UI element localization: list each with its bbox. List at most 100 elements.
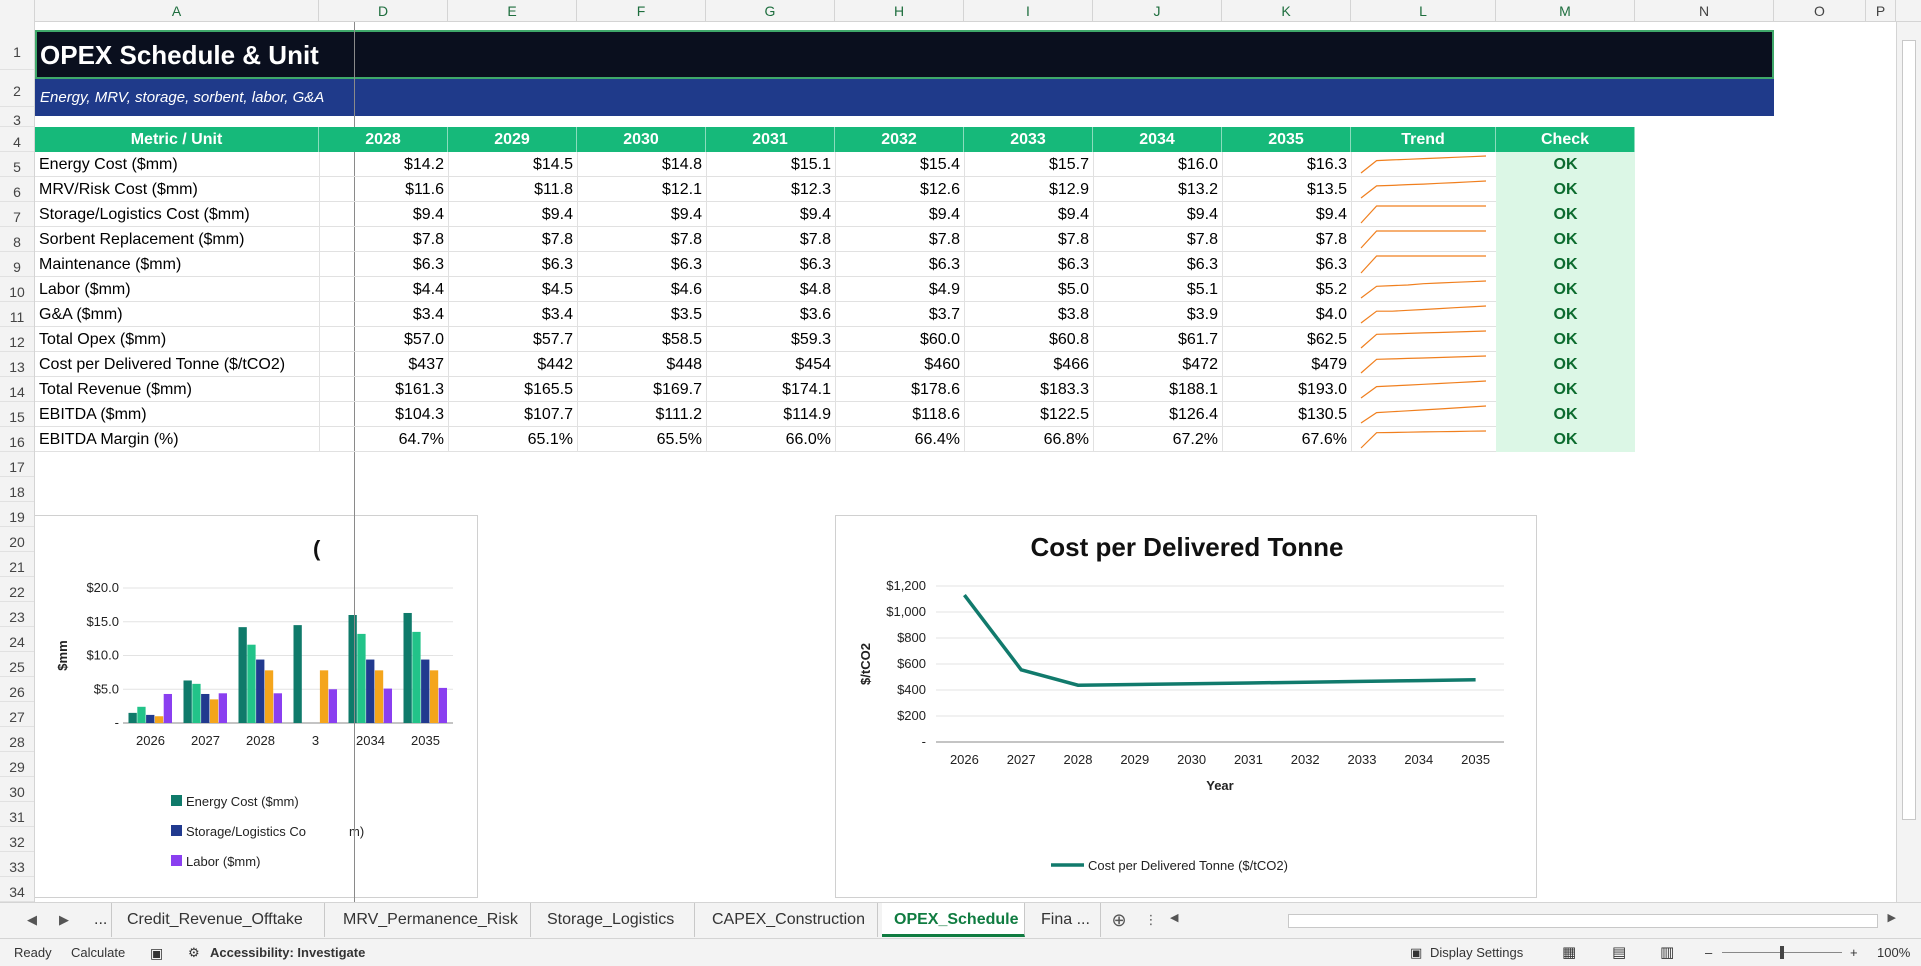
status-calculate[interactable]: Calculate xyxy=(71,945,126,960)
table-header-2031[interactable]: 2031 xyxy=(706,127,835,152)
row-header-31[interactable]: 31 xyxy=(0,802,34,827)
table-cell[interactable]: $107.7 xyxy=(524,405,573,423)
table-cell[interactable]: $6.3 xyxy=(670,255,702,273)
bar-chart-bar[interactable] xyxy=(238,627,247,723)
table-cell[interactable]: $9.4 xyxy=(1186,205,1218,223)
bar-chart-bar[interactable] xyxy=(163,693,172,723)
table-cell[interactable]: $6.3 xyxy=(799,255,831,273)
scroll-right-arrow-icon[interactable]: ▶ xyxy=(1887,912,1896,924)
table-cell[interactable]: $114.9 xyxy=(783,405,831,423)
table-cell[interactable]: $3.4 xyxy=(412,305,444,323)
bar-chart-bar[interactable] xyxy=(421,659,430,723)
bar-chart-bar[interactable] xyxy=(328,689,337,723)
table-cell[interactable]: $15.4 xyxy=(919,155,960,173)
column-header-p[interactable]: P xyxy=(1866,0,1896,22)
table-cell[interactable]: 67.6% xyxy=(1301,430,1347,448)
check-cell[interactable]: OK xyxy=(1496,227,1635,252)
table-header-2028[interactable]: 2028 xyxy=(319,127,448,152)
table-cell[interactable]: 67.2% xyxy=(1172,430,1218,448)
table-cell[interactable]: $61.7 xyxy=(1177,330,1218,348)
check-cell[interactable]: OK xyxy=(1496,252,1635,277)
bar-chart-bar[interactable] xyxy=(218,693,227,723)
row-label[interactable]: Cost per Delivered Tonne ($/tCO2) xyxy=(39,355,286,373)
table-cell[interactable]: $3.7 xyxy=(928,305,960,323)
row-header-21[interactable]: 21 xyxy=(0,552,34,577)
table-cell[interactable]: 64.7% xyxy=(398,430,444,448)
tab-credit-revenue-offtake[interactable]: Credit_Revenue_Offtake xyxy=(115,903,325,937)
horizontal-scrollbar[interactable]: ◀ ▶ xyxy=(1170,911,1896,931)
page-layout-icon[interactable]: ▤ xyxy=(1612,944,1627,961)
scroll-left-arrow-icon[interactable]: ◀ xyxy=(1170,912,1179,924)
row-label[interactable]: EBITDA ($mm) xyxy=(39,405,147,423)
table-cell[interactable]: $9.4 xyxy=(928,205,960,223)
row-header-1[interactable]: 1 xyxy=(0,22,34,70)
bar-chart-bar[interactable] xyxy=(183,680,192,723)
table-cell[interactable]: $454 xyxy=(795,355,831,373)
vertical-scrollbar[interactable] xyxy=(1896,22,1921,902)
table-cell[interactable]: $58.5 xyxy=(661,330,702,348)
table-cell[interactable]: $7.8 xyxy=(1186,230,1218,248)
table-cell[interactable]: $122.5 xyxy=(1040,405,1089,423)
zoom-level[interactable]: 100% xyxy=(1877,945,1911,960)
row-label[interactable]: Storage/Logistics Cost ($mm) xyxy=(39,205,250,223)
table-cell[interactable]: $12.1 xyxy=(661,180,702,198)
table-cell[interactable]: $9.4 xyxy=(541,205,573,223)
bar-chart-bar[interactable] xyxy=(403,612,412,723)
table-cell[interactable]: $183.3 xyxy=(1040,380,1089,398)
row-label[interactable]: Total Opex ($mm) xyxy=(39,330,167,348)
tab-capex-construction[interactable]: CAPEX_Construction xyxy=(700,903,878,937)
bar-chart-bar[interactable] xyxy=(348,615,357,723)
worksheet-grid[interactable]: OPEX Schedule & Unit Energy, MRV, storag… xyxy=(35,22,1896,902)
column-header-n[interactable]: N xyxy=(1635,0,1774,22)
table-header-check[interactable]: Check xyxy=(1496,127,1635,152)
row-label[interactable]: Maintenance ($mm) xyxy=(39,255,182,273)
table-cell[interactable]: $6.3 xyxy=(412,255,444,273)
row-header-33[interactable]: 33 xyxy=(0,852,34,877)
table-cell[interactable]: $15.1 xyxy=(790,155,831,173)
table-cell[interactable]: $62.5 xyxy=(1306,330,1347,348)
tab-overflow[interactable]: ... xyxy=(82,903,112,937)
column-header-j[interactable]: J xyxy=(1093,0,1222,22)
row-header-25[interactable]: 25 xyxy=(0,652,34,677)
table-cell[interactable]: $178.6 xyxy=(911,380,960,398)
table-cell[interactable]: $4.9 xyxy=(928,280,960,298)
row-label[interactable]: MRV/Risk Cost ($mm) xyxy=(39,180,198,198)
bar-chart-bar[interactable] xyxy=(128,712,137,723)
tab-opex-schedule[interactable]: OPEX_Schedule xyxy=(882,903,1025,937)
check-cell[interactable]: OK xyxy=(1496,152,1635,177)
normal-view-icon[interactable]: ▦ xyxy=(1562,944,1577,961)
row-header-13[interactable]: 13 xyxy=(0,352,34,377)
sheet-subtitle[interactable]: Energy, MRV, storage, sorbent, labor, G&… xyxy=(40,89,324,106)
table-cell[interactable]: 66.0% xyxy=(785,430,831,448)
row-header-17[interactable]: 17 xyxy=(0,452,34,477)
table-cell[interactable]: $11.8 xyxy=(534,180,573,198)
vertical-scroll-thumb[interactable] xyxy=(1902,40,1916,820)
row-header-7[interactable]: 7 xyxy=(0,202,34,227)
tab-fina-[interactable]: Fina ... xyxy=(1029,903,1101,937)
bar-chart-bar[interactable] xyxy=(247,644,256,723)
row-header-24[interactable]: 24 xyxy=(0,627,34,652)
table-cell[interactable]: $4.6 xyxy=(670,280,702,298)
column-header-i[interactable]: I xyxy=(964,0,1093,22)
table-cell[interactable]: $12.6 xyxy=(919,180,960,198)
check-cell[interactable]: OK xyxy=(1496,427,1635,452)
table-cell[interactable]: $448 xyxy=(666,355,702,373)
table-cell[interactable]: $3.6 xyxy=(799,305,831,323)
column-header-l[interactable]: L xyxy=(1351,0,1496,22)
table-cell[interactable]: 66.4% xyxy=(914,430,960,448)
table-cell[interactable]: $7.8 xyxy=(1315,230,1347,248)
table-cell[interactable]: $9.4 xyxy=(670,205,702,223)
bar-chart-bar[interactable] xyxy=(264,670,274,723)
bar-chart-bar[interactable] xyxy=(319,670,329,723)
bar-chart-bar[interactable] xyxy=(366,659,375,723)
table-cell[interactable]: $161.3 xyxy=(395,380,444,398)
table-cell[interactable]: 65.1% xyxy=(527,430,573,448)
row-header-30[interactable]: 30 xyxy=(0,777,34,802)
zoom-slider-thumb[interactable] xyxy=(1780,946,1784,959)
column-header-e[interactable]: E xyxy=(448,0,577,22)
row-header-27[interactable]: 27 xyxy=(0,702,34,727)
table-cell[interactable]: $188.1 xyxy=(1169,380,1218,398)
row-header-4[interactable]: 4 xyxy=(0,127,34,152)
table-header-2032[interactable]: 2032 xyxy=(835,127,964,152)
table-cell[interactable]: $14.5 xyxy=(532,155,573,173)
